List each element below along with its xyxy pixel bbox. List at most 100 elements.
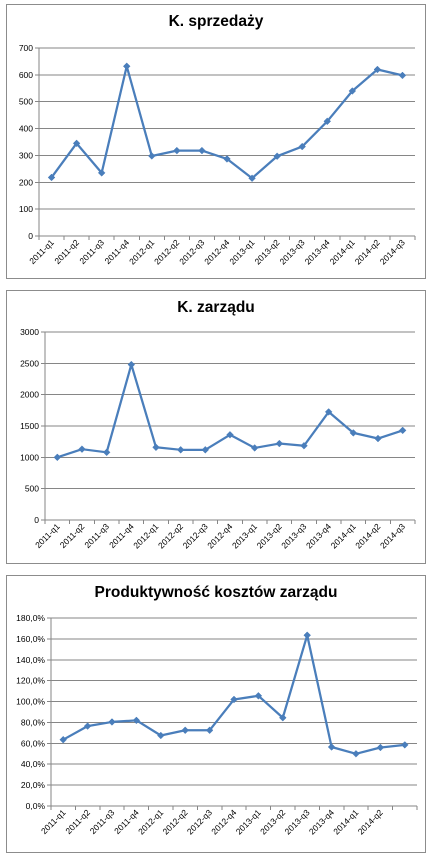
x-tick-label: 2013-q1 <box>227 237 256 266</box>
y-tick-label: 500 <box>19 97 33 107</box>
x-tick-label: 2011-q1 <box>27 237 56 266</box>
y-tick-label: 180,0% <box>16 613 45 623</box>
data-point <box>223 155 231 163</box>
x-tick-label: 2013-q3 <box>279 521 308 550</box>
data-point <box>248 174 256 183</box>
y-tick-label: 1500 <box>20 421 39 431</box>
data-point <box>226 431 234 439</box>
data-point <box>97 169 106 177</box>
x-tick-label: 2012-q3 <box>177 237 206 266</box>
data-point <box>298 142 306 151</box>
data-point <box>157 731 165 740</box>
line-chart-management-costs: 0500100015002000250030002011-q12011-q220… <box>20 327 416 550</box>
x-tick-label: 2012-q2 <box>152 237 181 266</box>
line-chart-management-productivity: 0,0% 20,0% 40,0% 60,0% 80,0% 100,0% 120,0% 140,… <box>16 613 418 836</box>
data-point <box>78 445 86 453</box>
x-tick-label: 2012-q2 <box>160 807 189 836</box>
data-point <box>348 87 357 95</box>
data-point <box>352 750 360 758</box>
data-point <box>303 631 311 639</box>
y-tick-label: 300 <box>19 150 33 160</box>
x-tick-label: 2014-q3 <box>378 521 407 550</box>
x-tick-label: 2014-q2 <box>353 521 382 550</box>
y-tick-label: 100 <box>19 204 33 214</box>
y-tick-label: 60,0% <box>21 738 46 748</box>
chart-title: K. sprzedaży <box>168 13 264 30</box>
data-point <box>181 726 189 735</box>
data-point <box>401 741 409 749</box>
data-point <box>122 62 131 71</box>
y-tick-label: 500 <box>25 484 39 494</box>
x-tick-label: 2011-q3 <box>88 807 117 836</box>
line-chart-sales-costs: 01002003004005006007002011-q12011-q22011… <box>19 43 416 266</box>
data-point <box>108 718 116 726</box>
y-tick-label: 1000 <box>20 452 39 462</box>
data-point <box>275 439 284 448</box>
data-point <box>201 446 210 454</box>
x-tick-label: 2014-q1 <box>329 521 358 550</box>
y-tick-label: 400 <box>19 124 33 134</box>
x-tick-label: 2013-q1 <box>234 807 263 836</box>
x-tick-label: 2011-q4 <box>102 237 131 266</box>
x-tick-label: 2013-q2 <box>255 521 284 550</box>
data-point <box>47 173 56 182</box>
data-point <box>173 146 181 155</box>
x-tick-label: 2012-q4 <box>209 807 238 836</box>
x-tick-label: 2014-q1 <box>331 807 360 836</box>
x-tick-label: 2012-q1 <box>136 807 165 836</box>
x-tick-label: 2011-q4 <box>107 521 136 550</box>
x-tick-label: 2014-q2 <box>356 807 385 836</box>
x-tick-label: 2012-q3 <box>185 807 214 836</box>
data-point <box>374 434 382 443</box>
data-point <box>72 139 81 148</box>
y-tick-label: 40,0% <box>21 759 46 769</box>
data-point <box>398 71 407 80</box>
y-tick-label: 0 <box>34 515 39 525</box>
x-tick-label: 2014-q2 <box>353 237 382 266</box>
y-tick-label: 3000 <box>20 327 39 337</box>
data-point <box>59 735 67 744</box>
data-point <box>323 117 332 126</box>
data-point <box>349 429 358 437</box>
data-point <box>132 716 141 725</box>
data-point <box>279 713 287 722</box>
x-tick-label: 2013-q4 <box>307 807 336 836</box>
series-line <box>56 363 404 459</box>
x-tick-label: 2011-q2 <box>63 807 92 836</box>
data-point <box>102 448 111 457</box>
y-tick-label: 140,0% <box>16 655 45 665</box>
data-point <box>83 722 92 730</box>
y-tick-label: 700 <box>19 43 33 53</box>
x-tick-label: 2013-q2 <box>252 237 281 266</box>
data-point <box>176 446 185 454</box>
x-tick-label: 2012-q4 <box>202 237 231 266</box>
chart-title: Produktywność kosztów zarządu <box>94 584 338 601</box>
x-tick-label: 2013-q4 <box>303 237 332 266</box>
x-tick-label: 2014-q3 <box>378 237 407 266</box>
data-point <box>230 695 238 704</box>
x-tick-label: 2011-q3 <box>82 521 111 550</box>
chart-panel-sales-costs: K. sprzedaży 0 100 200 300 400 500 600 700 2011-… <box>6 4 426 279</box>
x-tick-label: 2012-q1 <box>131 521 160 550</box>
x-tick-label: 2011-q2 <box>58 521 87 550</box>
x-tick-label: 2013-q3 <box>282 807 311 836</box>
x-tick-label: 2011-q1 <box>33 521 62 550</box>
y-tick-label: 2000 <box>20 390 39 400</box>
x-tick-label: 2011-q1 <box>39 807 68 836</box>
x-tick-label: 2012-q2 <box>156 521 185 550</box>
y-tick-label: 2500 <box>20 358 39 368</box>
x-tick-label: 2013-q1 <box>230 521 259 550</box>
y-tick-label: 160,0% <box>16 634 45 644</box>
x-tick-label: 2012-q1 <box>127 237 156 266</box>
data-point <box>300 441 308 450</box>
x-tick-label: 2014-q1 <box>328 237 357 266</box>
y-tick-label: 20,0% <box>21 780 46 790</box>
y-tick-label: 0 <box>28 231 33 241</box>
data-point <box>376 743 385 752</box>
data-point <box>152 443 160 452</box>
data-point <box>148 152 156 160</box>
x-tick-label: 2011-q2 <box>52 237 81 266</box>
x-tick-label: 2013-q2 <box>258 807 287 836</box>
data-point <box>324 408 333 416</box>
chart-panel-management-costs: K. zarządu 0 500 1000 1500 2000 2500 3000 2011-… <box>6 290 426 564</box>
